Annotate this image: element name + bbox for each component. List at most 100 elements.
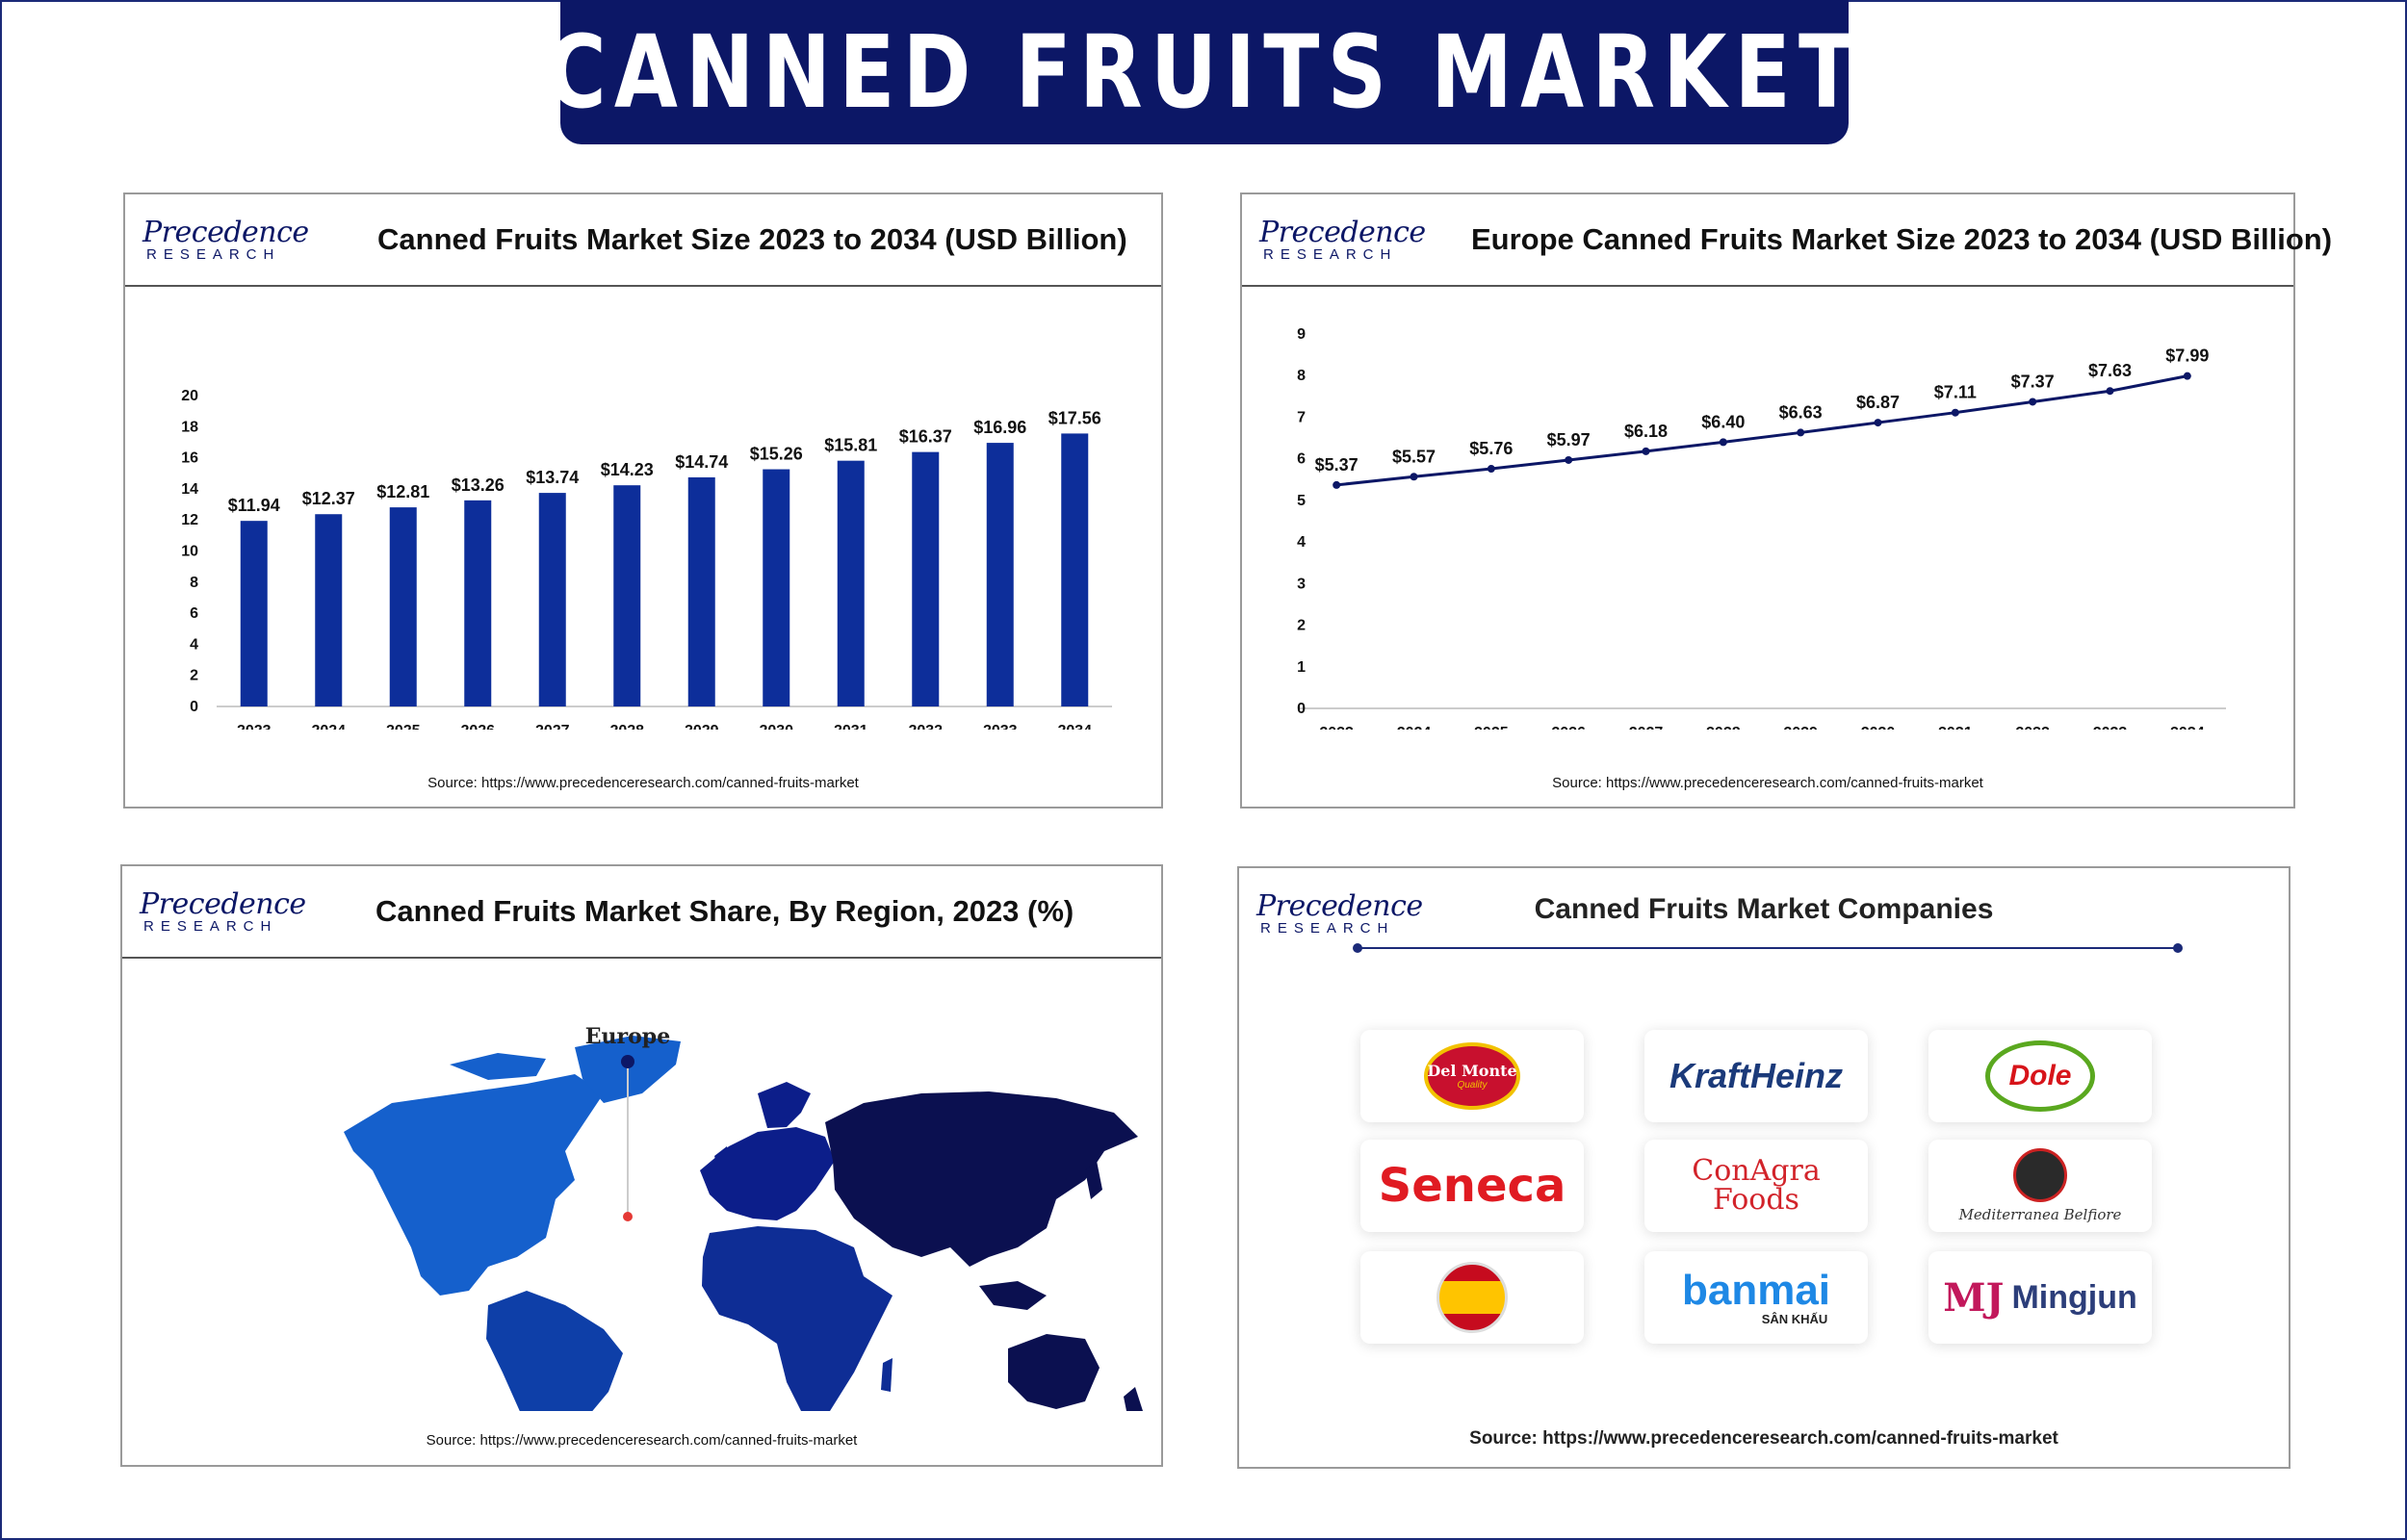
y-tick-label: 8: [190, 575, 198, 591]
company-card-kraft-heinz: KraftHeinz: [1644, 1030, 1868, 1122]
y-tick-label: 6: [1297, 451, 1306, 468]
x-tick-label: 2023: [1319, 725, 1354, 730]
x-tick-label: 2025: [1474, 725, 1509, 730]
company-card-del-monte: Del Monte Quality: [1360, 1030, 1584, 1122]
x-tick-label: 2031: [834, 723, 868, 730]
x-tick-label: 2033: [983, 723, 1018, 730]
data-label: $15.81: [824, 436, 877, 455]
data-label: $5.97: [1547, 430, 1591, 449]
data-label: $5.76: [1469, 439, 1513, 458]
bar: [837, 460, 865, 706]
chart-source: Source: https://www.precedenceresearch.c…: [1552, 775, 1983, 791]
panel-header: Precedence RESEARCH Canned Fruits Market…: [122, 866, 1161, 959]
data-point: [1719, 438, 1727, 447]
kraft-heinz-logo: KraftHeinz: [1669, 1056, 1844, 1095]
arctic-islands-region: [450, 1053, 546, 1080]
logo-name: Precedence: [1256, 889, 1423, 923]
asia-region: [825, 1091, 1138, 1267]
europe-value-label: 45%: [646, 1167, 681, 1186]
series-line: [1336, 374, 2188, 487]
logo-name: Precedence: [140, 887, 306, 921]
company-card-dole: Dole: [1928, 1030, 2152, 1122]
data-label: $12.37: [302, 489, 355, 508]
page-banner: CANNED FRUITS MARKET: [546, 0, 1854, 144]
data-label: $6.87: [1856, 393, 1900, 412]
mediterranea-belfiore-logo: Mediterranea Belfiore: [1958, 1206, 2122, 1223]
chart-title: Canned Fruits Market Share, By Region, 2…: [375, 894, 1074, 928]
y-tick-label: 5: [1297, 493, 1306, 509]
x-tick-label: 2030: [759, 723, 793, 730]
company-card-spain-flag: [1360, 1251, 1584, 1344]
bar: [315, 514, 343, 706]
data-label: $15.26: [750, 445, 803, 464]
y-tick-label: 4: [190, 636, 198, 653]
company-card-conagra: ConAgra Foods: [1644, 1140, 1868, 1232]
y-tick-label: 7: [1297, 409, 1306, 425]
data-label: $6.63: [1779, 402, 1823, 422]
data-label: $6.18: [1624, 422, 1668, 441]
x-tick-label: 2033: [2093, 725, 2128, 730]
panel-header: Precedence RESEARCH Canned Fruits Market…: [125, 194, 1161, 287]
precedence-logo: Precedence RESEARCH: [140, 887, 306, 936]
logo-name: Precedence: [142, 216, 309, 249]
data-point: [1333, 480, 1341, 489]
bar: [538, 493, 566, 706]
company-card-mingjun: MJ Mingjun: [1928, 1251, 2152, 1344]
australia-region: [1008, 1334, 1100, 1409]
data-point: [2106, 387, 2114, 396]
x-tick-label: 2025: [386, 723, 421, 730]
europe-size-panel: Precedence RESEARCH Europe Canned Fruits…: [1240, 192, 2332, 808]
chart-title: Europe Canned Fruits Market Size 2023 to…: [1471, 222, 2333, 256]
y-tick-label: 18: [181, 419, 198, 435]
data-label: $7.11: [1934, 383, 1977, 402]
bar: [240, 521, 268, 706]
chart-source: Source: https://www.precedenceresearch.c…: [426, 1432, 858, 1449]
new-zealand-region: [1124, 1387, 1143, 1411]
spain-flag-logo: [1436, 1262, 1508, 1333]
x-tick-label: 2027: [535, 723, 570, 730]
chart-title: Canned Fruits Market Size 2023 to 2034 (…: [377, 222, 1127, 256]
y-tick-label: 20: [181, 388, 198, 404]
y-tick-label: 6: [190, 605, 198, 622]
x-tick-label: 2026: [1551, 725, 1586, 730]
logo-sub: RESEARCH: [1263, 246, 1398, 263]
europe-region: [700, 1127, 835, 1220]
data-label: $11.94: [228, 496, 280, 515]
x-tick-label: 2024: [1397, 725, 1432, 730]
japan-region: [1085, 1161, 1102, 1199]
region-share-panel: Precedence RESEARCH Canned Fruits Market…: [120, 864, 1163, 1467]
x-tick-label: 2027: [1629, 725, 1664, 730]
precedence-logo: Precedence RESEARCH: [142, 216, 309, 264]
bar: [986, 443, 1014, 706]
data-point: [1487, 465, 1495, 474]
data-point: [2029, 398, 2037, 406]
data-label: $7.63: [2088, 361, 2132, 380]
y-tick-label: 2: [190, 668, 198, 684]
data-label: $12.81: [376, 482, 429, 501]
bar-chart: 0 2 4 6 8 10 12 14 16 18 20 $11.94 2023 $12.37 2024 $12…: [181, 388, 1112, 730]
mingjun-mark-icon: MJ: [1943, 1274, 2005, 1321]
bar: [389, 507, 417, 706]
bar: [1061, 433, 1089, 706]
data-label: $13.26: [452, 475, 505, 495]
y-tick-label: 4: [1297, 534, 1306, 551]
del-monte-logo: Del Monte Quality: [1424, 1042, 1520, 1110]
x-tick-label: 2029: [685, 723, 719, 730]
y-tick-label: 14: [181, 481, 198, 498]
panel-header: Precedence RESEARCH Europe Canned Fruits…: [1242, 194, 2332, 287]
y-tick-label: 3: [1297, 576, 1306, 592]
data-label: $16.96: [973, 418, 1026, 437]
data-label: $6.40: [1701, 412, 1745, 431]
x-tick-label: 2028: [1706, 725, 1741, 730]
dole-logo: Dole: [1985, 1040, 2095, 1112]
company-card-seneca: Seneca: [1360, 1140, 1584, 1232]
data-point: [1797, 428, 1805, 437]
x-tick-label: 2032: [2015, 725, 2050, 730]
data-point: [1874, 419, 1882, 427]
x-tick-label: 2034: [2170, 725, 2205, 730]
data-point: [1642, 447, 1650, 455]
data-label: $16.37: [899, 427, 952, 447]
data-point: [1410, 473, 1418, 481]
bar: [687, 476, 715, 706]
bar: [912, 451, 940, 706]
